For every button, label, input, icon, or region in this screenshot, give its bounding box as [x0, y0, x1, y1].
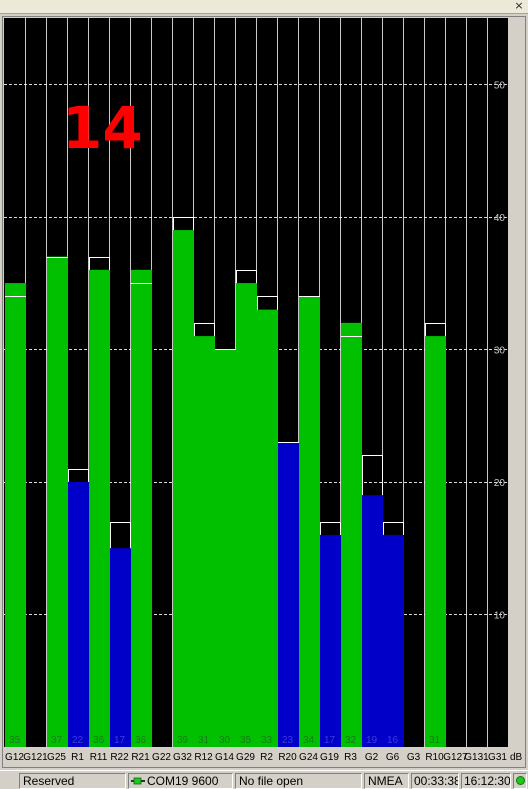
connection-led-icon	[516, 776, 525, 785]
status-port-label: COM19 9600	[147, 774, 219, 788]
status-clock: 16:12:30	[461, 773, 511, 789]
snr-value-label: 31	[429, 735, 441, 746]
snr-bar	[215, 349, 236, 747]
snr-bar	[383, 534, 404, 747]
snr-bar	[341, 322, 362, 747]
snr-bar	[320, 534, 341, 747]
y-tick-label: 10	[494, 610, 506, 621]
snr-value-label: 33	[261, 735, 273, 746]
snr-value-label: 19	[366, 735, 378, 746]
y-tick-label: 20	[494, 478, 506, 489]
y-tick-label: 30	[494, 345, 506, 356]
satellite-name-label: G2	[365, 752, 379, 763]
satellite-name-label: R10	[425, 752, 444, 763]
snr-bar	[278, 442, 299, 747]
snr-value-label: 31	[198, 735, 210, 746]
snr-bar	[89, 269, 110, 747]
y-tick-label: 50	[494, 80, 506, 91]
serial-port-icon	[131, 777, 145, 785]
snr-bar	[299, 296, 320, 747]
y-tick-label: 40	[494, 213, 506, 224]
status-file: No file open	[235, 773, 362, 789]
snr-bar	[68, 481, 89, 747]
satellite-name-label: G131	[464, 752, 489, 763]
snr-value-label: 16	[387, 735, 399, 746]
satellite-name-label: R3	[344, 752, 357, 763]
close-icon[interactable]: ×	[514, 0, 524, 12]
snr-value-label: 39	[177, 735, 189, 746]
satellite-name-label: R12	[194, 752, 213, 763]
snr-bar	[236, 283, 257, 747]
snr-bar	[47, 256, 68, 747]
satellite-name-label: G3	[407, 752, 421, 763]
snr-bar	[257, 309, 278, 747]
snr-value-label: 34	[303, 735, 315, 746]
satellite-name-label: G6	[386, 752, 400, 763]
snr-value-label: 35	[9, 735, 21, 746]
satellite-name-label: R11	[90, 752, 108, 763]
satellite-name-label: R1	[71, 752, 84, 763]
satellite-name-label: G19	[320, 752, 339, 763]
snr-value-label: 37	[51, 735, 63, 746]
snr-value-label: 36	[135, 735, 147, 746]
snr-bar	[173, 230, 194, 747]
snr-bar	[362, 495, 383, 747]
snr-value-label: 32	[345, 735, 357, 746]
status-port[interactable]: COM19 9600	[128, 773, 233, 789]
snr-value-label: 30	[219, 735, 231, 746]
snr-bar	[425, 336, 446, 747]
satellite-name-label: R21	[131, 752, 150, 763]
snr-bar	[5, 283, 26, 747]
satellite-name-label: R2	[260, 752, 273, 763]
satellite-name-label: R20	[278, 752, 297, 763]
snr-bar	[131, 269, 152, 747]
snr-bar	[110, 548, 131, 747]
status-bar: Reserved COM19 9600 No file open NMEA 00…	[0, 770, 528, 789]
snr-value-label: 23	[282, 735, 294, 746]
satellite-name-label: G25	[47, 752, 66, 763]
title-bar: ×	[0, 0, 528, 14]
satellite-name-label: G32	[173, 752, 192, 763]
satellite-name-label: G12	[5, 752, 24, 763]
satellite-name-label: G22	[152, 752, 171, 763]
status-elapsed-time: 00:33:38	[411, 773, 459, 789]
status-led	[513, 773, 527, 789]
satellite-name-label: G31	[488, 752, 507, 763]
satellite-name-label: G14	[215, 752, 234, 763]
satellite-name-label: R22	[110, 752, 129, 763]
satellite-count: 14	[62, 94, 143, 162]
satellite-name-label: G29	[236, 752, 255, 763]
snr-bar	[194, 336, 215, 747]
signal-level-chart: 35 G12 G121 37 G25 22 R1 36 R11 17 R22 36 R21 G22 39 G3…	[4, 18, 524, 766]
unit-label: dB	[510, 752, 523, 763]
satellite-name-label: G127	[443, 752, 468, 763]
satellite-name-label: G121	[23, 752, 48, 763]
satellite-name-label: G24	[299, 752, 318, 763]
snr-value-label: 17	[324, 735, 336, 746]
snr-value-label: 35	[240, 735, 252, 746]
snr-value-label: 17	[114, 735, 126, 746]
snr-value-label: 22	[72, 735, 84, 746]
status-protocol: NMEA	[364, 773, 409, 789]
snr-value-label: 36	[93, 735, 105, 746]
status-reserved: Reserved	[19, 773, 126, 789]
